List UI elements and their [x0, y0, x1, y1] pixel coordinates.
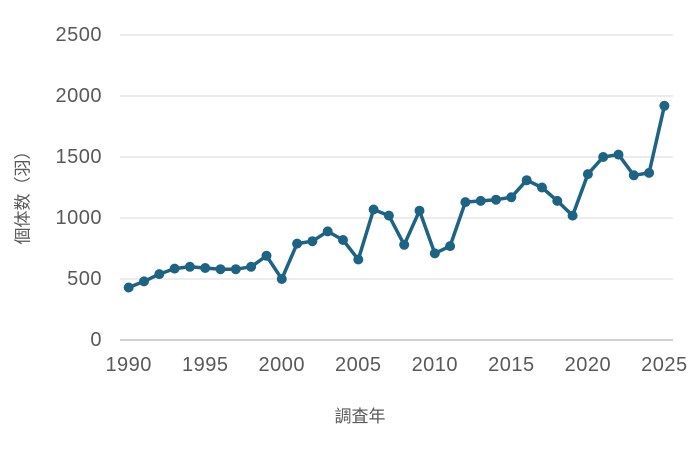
data-point-2019: [567, 210, 578, 221]
data-point-2016: [521, 175, 532, 186]
data-point-2010: [429, 248, 440, 259]
data-point-1998: [246, 261, 257, 272]
data-point-1996: [215, 264, 226, 275]
y-tick-label-2000: 2000: [55, 85, 102, 107]
data-point-2001: [292, 238, 303, 249]
data-point-2000: [276, 274, 287, 284]
y-tick-label-1000: 1000: [55, 207, 102, 229]
data-point-1990: [123, 282, 134, 293]
x-tick-label-1995: 1995: [181, 354, 229, 376]
data-point-2023: [628, 170, 639, 181]
data-point-2002: [307, 236, 318, 247]
x-axis-title: 調査年: [334, 407, 386, 426]
data-point-2009: [414, 205, 425, 216]
x-tick-label-2025: 2025: [641, 354, 688, 376]
y-tick-label-2500: 2500: [55, 24, 102, 46]
data-point-2020: [582, 169, 593, 180]
x-tick-label-1990: 1990: [105, 354, 152, 376]
data-point-2003: [322, 226, 333, 237]
x-tick-label-2010: 2010: [411, 354, 459, 376]
data-point-2018: [552, 195, 563, 206]
data-point-2024: [644, 167, 655, 178]
y-axis-title: 個体数（羽）: [13, 142, 33, 245]
y-tick-label-1500: 1500: [55, 146, 102, 168]
data-point-1993: [169, 263, 180, 274]
data-point-2017: [537, 182, 547, 193]
data-point-1999: [261, 250, 272, 261]
x-tick-label-2015: 2015: [488, 354, 535, 376]
x-tick-label-2005: 2005: [335, 354, 382, 376]
data-point-2007: [383, 210, 394, 221]
data-point-2015: [506, 192, 517, 203]
y-tick-label-0: 0: [90, 329, 102, 351]
data-point-2025: [659, 100, 670, 111]
data-point-2008: [399, 239, 410, 250]
data-point-2006: [368, 204, 379, 215]
data-point-1994: [184, 261, 195, 272]
data-point-2011: [445, 241, 456, 252]
data-point-1995: [200, 263, 211, 273]
x-tick-label-2000: 2000: [258, 354, 305, 376]
x-tick-label-2020: 2020: [564, 354, 612, 376]
data-point-2014: [491, 194, 501, 205]
data-point-1997: [230, 264, 241, 275]
data-point-1992: [154, 269, 165, 280]
data-line: [126, 104, 667, 290]
data-point-2005: [353, 254, 364, 265]
data-point-2004: [338, 235, 348, 245]
data-point-2012: [460, 197, 471, 208]
data-point-2022: [613, 149, 624, 160]
data-point-2021: [598, 152, 609, 162]
y-tick-label-500: 500: [67, 268, 102, 290]
data-point-1991: [139, 276, 149, 287]
data-point-2013: [475, 195, 486, 206]
